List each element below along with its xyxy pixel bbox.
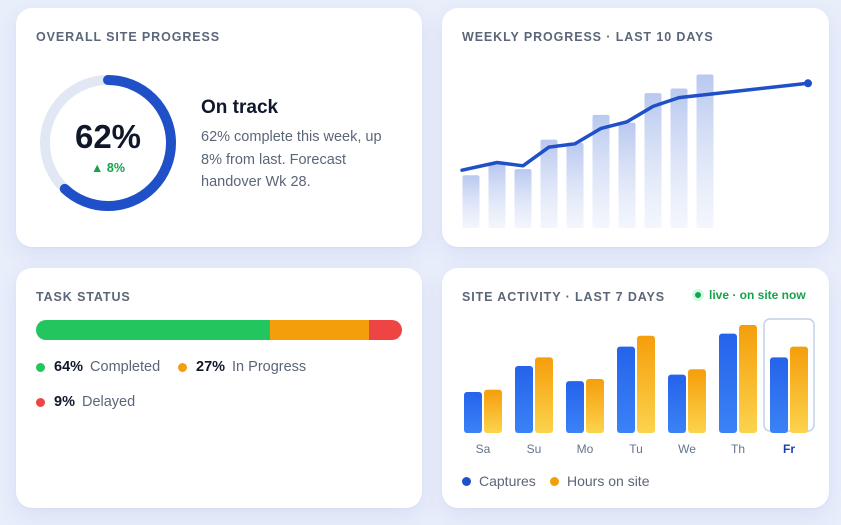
progress-percent: 62%	[74, 118, 142, 155]
delayed-pct: 9%	[54, 394, 75, 410]
day-label: Tu	[629, 442, 643, 456]
weekly-trend-line	[460, 81, 810, 172]
weekly-bar	[618, 122, 636, 228]
selected-day-highlight[interactable]	[763, 318, 815, 432]
weekly-bar	[566, 142, 584, 228]
trend-end-point	[804, 79, 812, 88]
delayed-label: Delayed	[81, 394, 136, 410]
hours-bar[interactable]	[586, 379, 604, 433]
captures-bar[interactable]	[668, 374, 686, 433]
progress-delta: ▲ 8%	[91, 161, 125, 175]
day-label: Th	[731, 442, 745, 456]
in-progress-dot	[178, 362, 187, 372]
task-status-title: TASK STATUS	[36, 290, 131, 304]
day-label: Su	[527, 442, 542, 456]
captures-bar[interactable]	[719, 333, 737, 433]
weekly-bar	[540, 139, 558, 228]
hours-bar[interactable]	[535, 357, 553, 433]
legend-completed: 64% Completed	[36, 359, 160, 375]
captures-bar[interactable]	[770, 357, 788, 433]
day-label: Sa	[476, 442, 491, 456]
task-bar-completed	[36, 320, 271, 340]
live-label: live · on site now	[709, 288, 806, 302]
weekly-bar	[462, 175, 480, 228]
captures-bar[interactable]	[464, 391, 482, 433]
hours-label: Hours on site	[567, 473, 650, 489]
completed-label: Completed	[90, 359, 161, 375]
hours-bar[interactable]	[484, 389, 502, 433]
status-description: 62% complete this week, up 8% from last.…	[201, 129, 382, 190]
legend-delayed: 9% Delayed	[36, 394, 135, 410]
hours-dot	[550, 476, 559, 486]
captures-bar[interactable]	[515, 366, 533, 433]
completed-dot	[36, 362, 45, 372]
donut-progress-arc	[40, 75, 176, 211]
weekly-bar	[592, 114, 610, 228]
overall-progress-card: OVERALL SITE PROGRESS 62% ▲ 8% On track …	[16, 8, 422, 247]
live-indicator: live · on site now	[692, 288, 806, 302]
hours-bar[interactable]	[637, 335, 655, 433]
weekly-progress-chart	[460, 74, 812, 229]
captures-bar[interactable]	[566, 381, 584, 433]
hours-bar[interactable]	[739, 325, 757, 433]
hours-bar[interactable]	[688, 369, 706, 433]
task-status-bar	[36, 320, 402, 340]
donut-center: 62% ▲ 8%	[38, 73, 178, 213]
site-activity-chart: Sa Su Mo Tu We Th Fr	[464, 318, 815, 456]
weekly-bar	[696, 74, 714, 228]
legend-hours: Hours on site	[550, 473, 649, 489]
hours-bar[interactable]	[790, 346, 808, 433]
site-activity-title: SITE ACTIVITY · LAST 7 DAYS	[462, 290, 666, 304]
site-activity-card: SITE ACTIVITY · LAST 7 DAYS live · on si…	[442, 268, 829, 508]
day-label: Fr	[783, 442, 795, 456]
weekly-progress-card: WEEKLY PROGRESS · LAST 10 DAYS	[442, 8, 829, 247]
delayed-dot	[36, 397, 45, 407]
weekly-progress-title: WEEKLY PROGRESS · LAST 10 DAYS	[462, 30, 714, 44]
weekly-bar	[644, 93, 662, 229]
weekly-bar	[488, 164, 506, 228]
overall-progress-title: OVERALL SITE PROGRESS	[36, 30, 220, 44]
task-bar-delayed	[369, 320, 402, 340]
status-heading: On track	[201, 97, 279, 118]
progress-donut	[40, 75, 176, 211]
weekly-bar	[670, 88, 688, 228]
legend-in-progress: 27% In Progress	[178, 359, 306, 375]
weekly-bar	[514, 169, 532, 228]
task-status-card: TASK STATUS 64% Completed 27% In Progres…	[16, 268, 422, 508]
captures-label: Captures	[479, 473, 536, 489]
day-label: Mo	[577, 442, 594, 456]
captures-dot	[462, 476, 471, 486]
day-label: We	[678, 442, 696, 456]
task-bar-in-progress	[270, 320, 370, 340]
captures-bar[interactable]	[617, 346, 635, 433]
in-progress-pct: 27%	[196, 359, 226, 375]
completed-pct: 64%	[54, 359, 84, 375]
live-dot-icon	[692, 289, 704, 301]
in-progress-label: In Progress	[232, 359, 307, 375]
legend-captures: Captures	[462, 473, 536, 489]
